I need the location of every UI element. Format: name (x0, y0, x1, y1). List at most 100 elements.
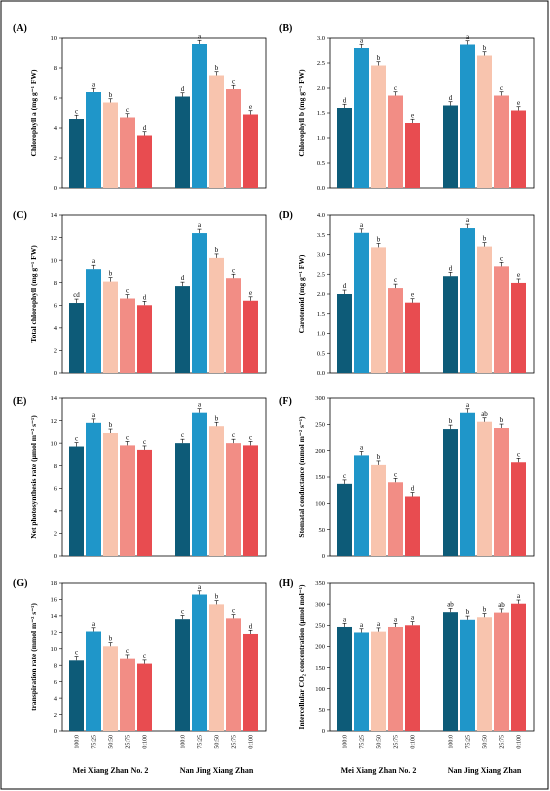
y-tick-label: 100 (315, 686, 325, 693)
significance-letter: a (411, 614, 415, 622)
y-tick-label: 6 (54, 485, 58, 492)
chart-panel-5: (F) 0 50 100 150 200 250 300 Stomatal conductanc… (279, 395, 535, 560)
bar (137, 663, 152, 731)
significance-letter: c (75, 107, 78, 115)
bar (86, 422, 101, 556)
group-label: Mei Xiang Zhan No. 2 (341, 766, 417, 775)
bar (192, 44, 207, 188)
category-label: 100:0 (75, 735, 81, 749)
bar (494, 266, 509, 373)
significance-letter: c (500, 254, 503, 262)
significance-letter: c (249, 433, 252, 441)
bar (405, 496, 420, 556)
bar (354, 232, 369, 373)
bar (337, 483, 352, 556)
significance-letter: c (394, 84, 397, 92)
y-tick-label: 1.0 (317, 331, 325, 338)
bar (460, 412, 475, 556)
y-tick-label: 150 (315, 474, 325, 481)
significance-letter: c (126, 106, 129, 114)
y-tick-label: 6 (54, 679, 58, 686)
panel-label: (F) (279, 396, 292, 407)
y-tick-label: 200 (315, 448, 325, 455)
significance-letter: c (232, 77, 235, 85)
significance-letter: d (181, 85, 185, 93)
significance-letter: b (483, 44, 487, 52)
bar (175, 96, 190, 188)
bar (511, 110, 526, 188)
y-tick-label: 2.0 (317, 85, 325, 92)
bar (69, 303, 84, 373)
y-tick-label: 14 (51, 613, 58, 620)
bar (337, 626, 352, 731)
chart-panel-2: (C) 0 2 4 6 8 10 12 14 Total chlorophyll (mg g⁻¹ … (13, 210, 267, 377)
y-tick-label: 10 (51, 35, 58, 42)
y-tick-label: 1.5 (317, 311, 325, 318)
significance-letter: c (343, 472, 346, 480)
bar (192, 594, 207, 731)
y-tick-label: 8 (54, 662, 57, 669)
category-label: 100:0 (343, 735, 349, 749)
bar (226, 443, 241, 556)
significance-letter: b (109, 421, 113, 429)
significance-letter: a (198, 401, 202, 409)
bar (443, 276, 458, 373)
significance-letter: c (232, 266, 235, 274)
y-tick-label: 0 (54, 553, 57, 560)
significance-letter: c (232, 607, 235, 615)
bar (103, 281, 118, 373)
bar (494, 612, 509, 731)
significance-letter: e (411, 111, 414, 119)
category-label: 25:75 (394, 735, 400, 749)
bar (337, 294, 352, 373)
bar (226, 278, 241, 373)
y-tick-label: 0.5 (317, 160, 325, 167)
significance-letter: e (517, 99, 520, 107)
significance-letter: a (360, 221, 364, 229)
panel-label: (E) (13, 396, 26, 407)
bar (243, 114, 258, 188)
chart-panel-1: (B) 0.0 0.5 1.0 1.5 2.0 2.5 3.0 Chlorophyll b (m… (279, 23, 535, 192)
bar (443, 612, 458, 731)
y-tick-label: 3.0 (317, 252, 325, 259)
bar (494, 95, 509, 188)
bar (120, 445, 135, 556)
significance-letter: c (394, 276, 397, 284)
bar (103, 432, 118, 556)
plot-area (329, 582, 535, 732)
significance-letter: c (232, 431, 235, 439)
category-label: 50:50 (109, 735, 115, 749)
bar (86, 631, 101, 731)
significance-letter: a (466, 33, 470, 41)
bar (120, 298, 135, 373)
significance-letter: e (249, 289, 252, 297)
y-tick-label: 0 (54, 185, 57, 192)
bar (477, 246, 492, 373)
significance-letter: b (500, 416, 504, 424)
y-tick-label: 300 (315, 601, 325, 608)
chart-panel-7: (H) 0 50 100 150 200 250 300 350 Intercellular CO… (279, 578, 535, 775)
panel-label: (D) (279, 210, 293, 221)
chart-panel-0: (A) 0 2 4 6 8 10 Chlorophyll a (mg g⁻¹ FW) c a b c d… (13, 23, 267, 192)
bar (405, 123, 420, 188)
category-label: 75:25 (198, 735, 204, 749)
y-tick-label: 0 (54, 370, 57, 377)
y-axis-label: Carotenoid (mg g⁻¹ FW) (297, 254, 306, 333)
bar (460, 228, 475, 373)
y-tick-label: 250 (315, 422, 325, 429)
bar (443, 429, 458, 556)
y-tick-label: 10 (51, 440, 58, 447)
plot-area (61, 214, 267, 374)
y-tick-label: 2 (54, 155, 57, 162)
bar (243, 633, 258, 731)
y-tick-label: 150 (315, 665, 325, 672)
significance-letter: b (215, 246, 219, 254)
significance-letter: d (343, 96, 347, 104)
significance-letter: b (466, 608, 470, 616)
y-axis-label: transpiration rate (mmol m⁻² s⁻¹) (29, 603, 38, 711)
significance-letter: a (92, 620, 96, 628)
bar (477, 55, 492, 188)
bar (388, 626, 403, 731)
significance-letter: c (126, 287, 129, 295)
